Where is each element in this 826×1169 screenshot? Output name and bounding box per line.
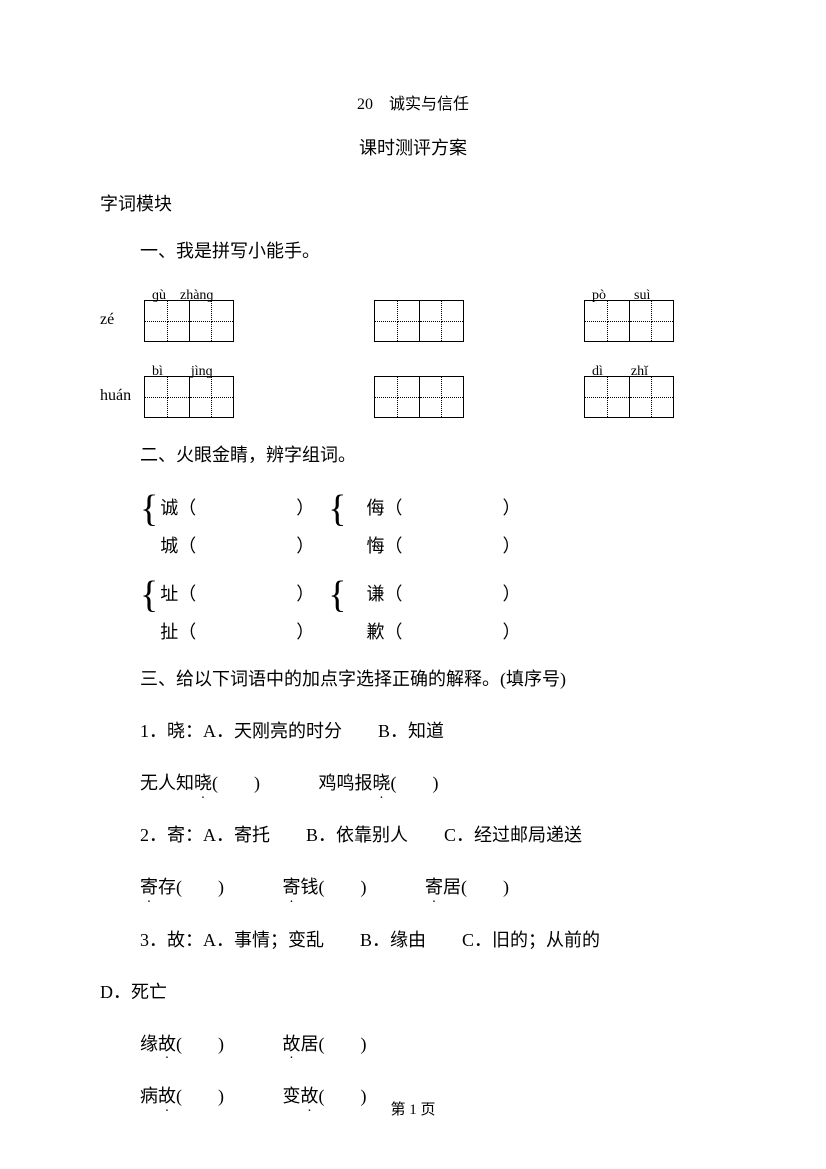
char-grid	[374, 376, 464, 418]
pinyin-row-2: huán bì jìnɡ dì zhǐ	[100, 362, 726, 418]
q2-heading: 二、火眼金睛，辨字组词。	[140, 438, 726, 472]
left-brace-icon: {	[328, 490, 346, 528]
pinyin-label: bì jìnɡ	[152, 360, 213, 380]
char-grid	[144, 300, 234, 342]
brace-item: 侮（）	[349, 490, 521, 528]
left-brace-icon: {	[140, 576, 158, 614]
brace-group-2: { 址（） 扯（） { 谦（） 歉（）	[140, 576, 726, 652]
title-text: 诚实与信任	[389, 96, 469, 113]
page-footer: 第 1 页	[0, 1098, 826, 1119]
q3-item-3-label-b: D．死亡	[100, 975, 726, 1009]
q3-item-3-words: 缘故( ) 故居( )	[140, 1027, 726, 1061]
title-number: 20	[357, 96, 373, 113]
dotted-char: 晓	[194, 766, 212, 800]
pinyin-grid	[374, 300, 464, 342]
pinyin-label: dì zhǐ	[592, 360, 648, 380]
q3-item-2-label: 2．寄：A．寄托 B．依靠别人 C．经过邮局递送	[140, 818, 726, 852]
dotted-char: 寄	[140, 870, 158, 904]
pinyin-prefix: zé	[100, 311, 144, 329]
dotted-char: 故	[158, 1027, 176, 1061]
brace-group-1: { 诚（） 城（） { 侮（） 悔（）	[140, 490, 726, 566]
q3-item-3-label-a: 3．故：A．事情；变乱 B．缘由 C．旧的；从前的	[140, 923, 726, 957]
pinyin-grid: dì zhǐ	[584, 376, 674, 418]
brace-item: 扯（）	[160, 614, 314, 652]
char-grid	[584, 300, 674, 342]
q3-item-1-label: 1．晓：A．天刚亮的时分 B．知道	[140, 714, 726, 748]
dotted-char: 寄	[283, 870, 301, 904]
q3-heading: 三、给以下词语中的加点字选择正确的解释。(填序号)	[140, 662, 726, 696]
pinyin-grid: ɡù zhànɡ	[144, 300, 234, 342]
pinyin-label: ɡù zhànɡ	[152, 284, 213, 304]
brace-item: 悔（）	[349, 528, 521, 566]
left-brace-icon: {	[328, 576, 346, 614]
q1-heading: 一、我是拼写小能手。	[140, 234, 726, 268]
q3-item-1-words: 无人知晓( ) 鸡鸣报晓( )	[140, 766, 726, 800]
module-label: 字词模块	[100, 190, 726, 216]
dotted-char: 故	[283, 1027, 301, 1061]
char-grid	[374, 300, 464, 342]
brace-item: 谦（）	[349, 576, 521, 614]
pinyin-label: pò suì	[592, 284, 650, 304]
lesson-title: 20 诚实与信任	[100, 90, 726, 114]
brace-item: 城（）	[160, 528, 314, 566]
left-brace-icon: {	[140, 490, 158, 528]
brace-item: 歉（）	[349, 614, 521, 652]
brace-item: 址（）	[160, 576, 314, 614]
char-grid	[584, 376, 674, 418]
dotted-char: 寄	[425, 870, 443, 904]
subtitle: 课时测评方案	[100, 134, 726, 160]
char-grid	[144, 376, 234, 418]
pinyin-grid: bì jìnɡ	[144, 376, 234, 418]
pinyin-prefix: huán	[100, 387, 144, 405]
pinyin-row-1: zé ɡù zhànɡ pò suì	[100, 286, 726, 342]
brace-item: 诚（）	[160, 490, 314, 528]
pinyin-grid: pò suì	[584, 300, 674, 342]
dotted-char: 晓	[373, 766, 391, 800]
q3-item-2-words: 寄存( ) 寄钱( ) 寄居( )	[140, 870, 726, 904]
pinyin-grid	[374, 376, 464, 418]
